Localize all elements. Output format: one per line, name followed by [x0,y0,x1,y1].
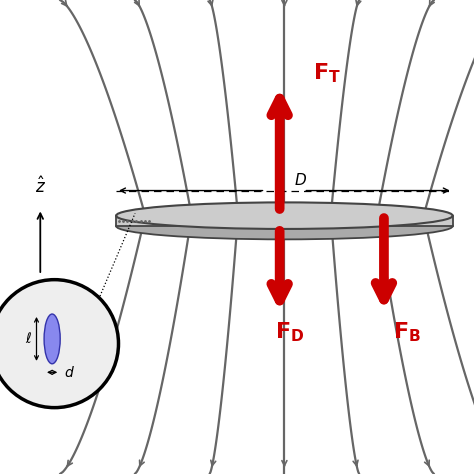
Text: $\mathbf{F_D}$: $\mathbf{F_D}$ [275,321,304,345]
Circle shape [0,280,118,408]
Ellipse shape [116,213,453,239]
Text: $\ell$: $\ell$ [25,331,32,346]
Text: $\mathbf{F_B}$: $\mathbf{F_B}$ [393,320,421,344]
Ellipse shape [116,202,453,229]
Polygon shape [116,216,453,226]
Text: $d$: $d$ [64,365,75,380]
Text: $\mathbf{F_T}$: $\mathbf{F_T}$ [313,62,341,85]
Text: $D$: $D$ [294,172,307,188]
Text: $\hat{z}$: $\hat{z}$ [35,176,46,197]
Ellipse shape [44,314,60,364]
